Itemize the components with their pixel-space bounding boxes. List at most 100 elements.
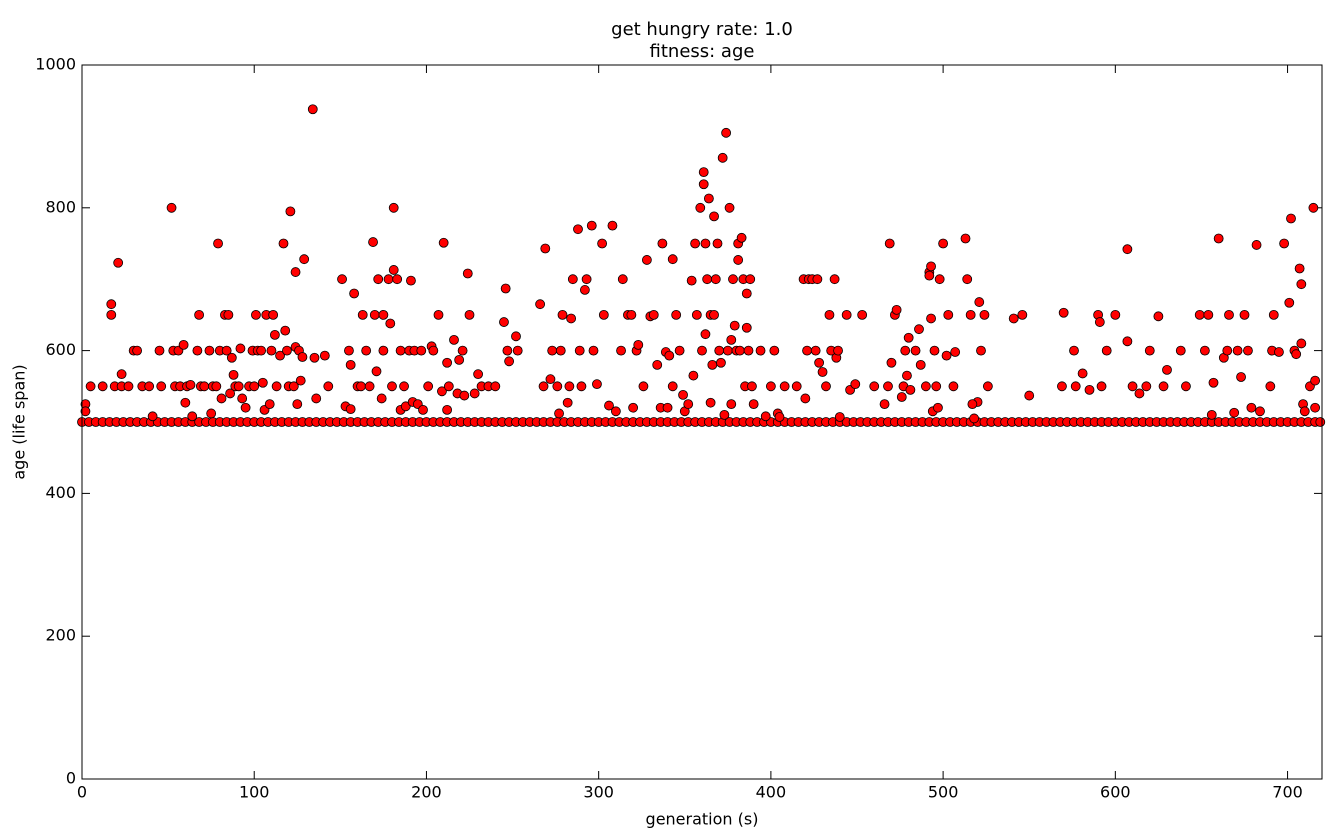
scatter-point xyxy=(700,238,711,249)
scatter-point xyxy=(821,381,831,392)
scatter-point xyxy=(490,381,501,392)
scatter-point xyxy=(604,400,614,411)
scatter-point xyxy=(869,381,880,392)
scatter-point xyxy=(337,274,347,285)
scatter-point xyxy=(769,345,780,356)
scatter-point xyxy=(1134,388,1145,399)
scatter-point xyxy=(225,388,236,399)
scatter-point xyxy=(850,379,861,390)
chart-subtitle: fitness: age xyxy=(650,41,755,62)
scatter-point xyxy=(166,202,177,213)
scatter-point xyxy=(271,381,282,392)
scatter-point xyxy=(309,352,320,363)
scatter-point xyxy=(437,386,447,397)
scatter-point xyxy=(610,406,621,417)
scatter-point xyxy=(564,381,575,392)
scatter-point xyxy=(974,297,985,307)
scatter-point xyxy=(950,347,961,357)
scatter-point xyxy=(473,369,484,380)
scatter-point xyxy=(538,381,549,392)
scatter-point xyxy=(705,397,716,408)
scatter-point xyxy=(926,261,936,272)
scatter-point xyxy=(812,274,823,285)
scatter-point xyxy=(741,288,752,299)
scatter-point xyxy=(814,357,825,368)
scatter-point xyxy=(540,243,551,254)
scatter-point xyxy=(187,411,198,422)
scatter-point xyxy=(356,381,366,392)
scatter-point xyxy=(1110,309,1121,320)
scatter-point xyxy=(914,324,924,335)
scatter-point xyxy=(1255,406,1265,417)
scatter-point xyxy=(1141,381,1152,392)
scatter-point xyxy=(1096,381,1107,392)
scatter-point xyxy=(285,206,296,217)
scatter-point xyxy=(406,275,416,286)
scatter-point xyxy=(1246,402,1257,413)
scatter-point xyxy=(1122,336,1133,347)
scatter-point xyxy=(268,309,279,320)
scatter-point xyxy=(1308,202,1319,213)
scatter-point xyxy=(499,317,509,327)
scatter-point xyxy=(144,381,155,392)
scatter-point xyxy=(638,381,649,392)
scatter-point xyxy=(562,397,573,408)
scatter-point xyxy=(829,274,840,285)
scatter-point xyxy=(712,238,723,249)
scatter-point xyxy=(502,345,513,356)
scatter-point xyxy=(700,329,711,340)
scatter-point xyxy=(180,397,191,408)
scatter-point xyxy=(920,381,931,392)
scatter-point xyxy=(824,309,835,320)
scatter-point xyxy=(554,408,564,419)
scatter-point xyxy=(132,345,143,356)
scatter-point xyxy=(368,237,378,247)
scatter-point xyxy=(903,332,914,343)
scatter-point xyxy=(376,393,387,404)
scatter-point xyxy=(1224,309,1234,320)
scatter-point xyxy=(1251,240,1262,250)
scatter-point xyxy=(442,357,453,368)
scatter-point xyxy=(833,345,843,356)
y-tick-label: 0 xyxy=(66,769,76,788)
scatter-point xyxy=(879,399,890,410)
scatter-point xyxy=(378,309,389,320)
scatter-point xyxy=(1144,345,1155,356)
scatter-point xyxy=(235,343,246,354)
y-tick-label: 200 xyxy=(45,626,76,645)
scatter-point xyxy=(586,220,597,231)
scatter-point xyxy=(228,369,239,380)
scatter-point xyxy=(282,345,292,356)
scatter-point xyxy=(671,309,682,320)
scatter-point xyxy=(264,399,275,410)
scatter-point xyxy=(1274,347,1284,357)
scatter-point xyxy=(965,309,976,320)
scatter-point xyxy=(290,267,301,277)
scatter-point xyxy=(269,329,280,340)
scatter-point xyxy=(652,359,663,370)
scatter-point xyxy=(683,399,694,410)
scatter-point xyxy=(857,309,868,320)
scatter-point xyxy=(388,265,399,275)
scatter-point xyxy=(226,352,237,363)
scatter-point xyxy=(743,345,754,356)
scatter-point xyxy=(664,350,675,361)
scatter-point xyxy=(512,345,523,356)
scatter-point xyxy=(97,381,108,392)
scatter-point xyxy=(199,381,210,392)
scatter-point xyxy=(748,399,759,410)
scatter-point xyxy=(364,381,375,392)
x-tick-label: 600 xyxy=(1100,783,1131,802)
scatter-point xyxy=(581,274,592,285)
scatter-point xyxy=(884,238,895,249)
scatter-point xyxy=(1310,402,1321,413)
scatter-point xyxy=(418,404,428,415)
scatter-point xyxy=(280,325,291,336)
scatter-point xyxy=(1017,309,1028,320)
scatter-point xyxy=(266,345,277,356)
scatter-point xyxy=(1084,384,1095,395)
scatter-point xyxy=(192,345,203,356)
scatter-point xyxy=(385,318,396,329)
chart-title: get hungry rate: 1.0 xyxy=(611,19,793,40)
